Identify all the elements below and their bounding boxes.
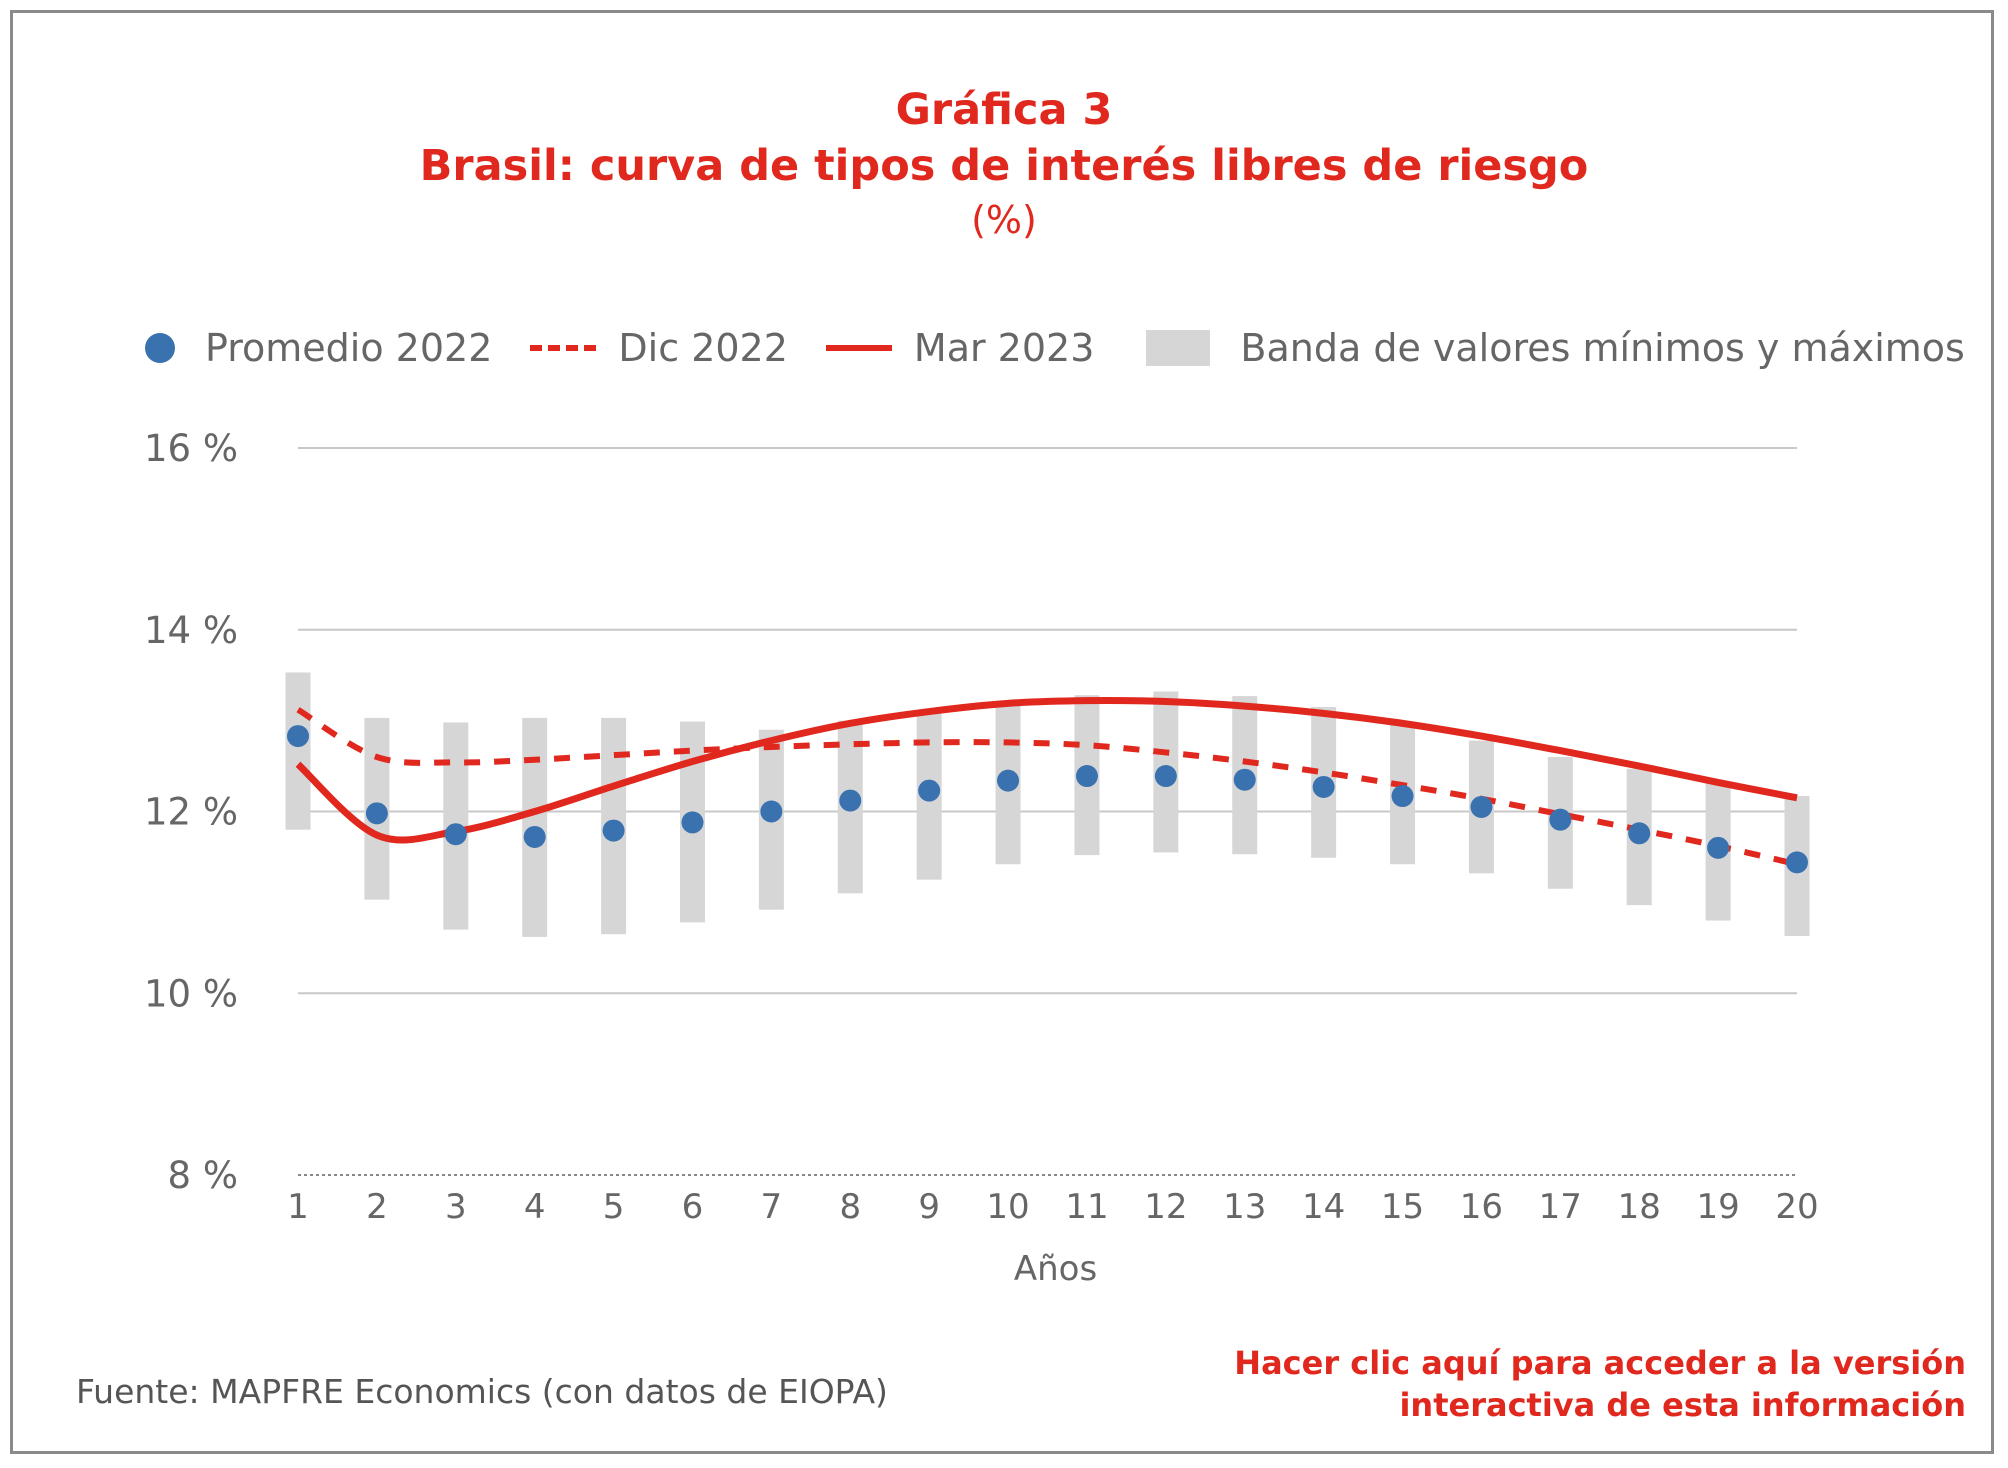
x-tick-label: 20 bbox=[1775, 1187, 1818, 1227]
x-tick-label: 14 bbox=[1302, 1187, 1345, 1227]
y-tick-label: 14 % bbox=[144, 609, 238, 652]
legend-item-mar: Mar 2023 bbox=[825, 326, 1095, 370]
x-tick-label: 10 bbox=[986, 1187, 1029, 1227]
legend-item-banda: Banda de valores mínimos y máximos bbox=[1132, 326, 1965, 370]
series-point-promedio-2022 bbox=[1075, 765, 1098, 788]
x-tick-label: 2 bbox=[366, 1187, 388, 1227]
x-tick-label: 1 bbox=[287, 1187, 309, 1227]
series-point-promedio-2022 bbox=[365, 802, 388, 825]
x-tick-label: 7 bbox=[761, 1187, 783, 1227]
x-tick-label: 17 bbox=[1539, 1187, 1582, 1227]
chart-title-block: Gráfica 3 Brasil: curva de tipos de inte… bbox=[0, 82, 2008, 246]
x-tick-label: 3 bbox=[445, 1187, 467, 1227]
series-point-promedio-2022 bbox=[1786, 851, 1808, 874]
source-note: Fuente: MAPFRE Economics (con datos de E… bbox=[76, 1372, 888, 1411]
chart-title: Brasil: curva de tipos de interés libres… bbox=[419, 141, 1589, 191]
x-tick-label: 11 bbox=[1065, 1187, 1108, 1227]
legend-label-banda: Banda de valores mínimos y máximos bbox=[1240, 326, 1965, 370]
link-line-2[interactable]: interactiva de esta información bbox=[1399, 1386, 1966, 1424]
chart-unit: (%) bbox=[971, 198, 1037, 242]
legend-label-dic: Dic 2022 bbox=[618, 326, 788, 370]
x-tick-label: 9 bbox=[918, 1187, 940, 1227]
legend: Promedio 2022 Dic 2022 Mar 2023 Banda de… bbox=[145, 318, 2003, 378]
y-tick-label: 16 % bbox=[144, 427, 238, 470]
x-tick-label: 8 bbox=[839, 1187, 861, 1227]
series-point-promedio-2022 bbox=[839, 789, 862, 812]
x-tick-label: 4 bbox=[524, 1187, 546, 1227]
series-point-promedio-2022 bbox=[287, 725, 309, 748]
series-point-promedio-2022 bbox=[1628, 822, 1651, 845]
series-point-promedio-2022 bbox=[1233, 768, 1256, 791]
legend-item-dic: Dic 2022 bbox=[530, 326, 788, 370]
legend-solid-line-marker bbox=[825, 345, 892, 351]
legend-item-promedio: Promedio 2022 bbox=[145, 326, 492, 370]
x-tick-label: 13 bbox=[1223, 1187, 1266, 1227]
series-line-mar-2023 bbox=[295, 697, 1798, 844]
legend-band-marker bbox=[1146, 330, 1211, 366]
series-line-dic-2022 bbox=[296, 707, 1798, 868]
y-tick-label: 10 % bbox=[144, 972, 238, 1015]
series-point-promedio-2022 bbox=[1549, 808, 1572, 831]
interactive-version-link[interactable]: Hacer clic aquí para acceder a la versió… bbox=[1234, 1342, 1966, 1426]
x-tick-label: 19 bbox=[1696, 1187, 1739, 1227]
legend-dashed-line-marker bbox=[530, 345, 597, 351]
series-point-promedio-2022 bbox=[1470, 795, 1493, 818]
series-point-promedio-2022 bbox=[1391, 785, 1414, 808]
x-tick-label: 12 bbox=[1144, 1187, 1187, 1227]
legend-dot-marker bbox=[145, 333, 175, 363]
x-tick-label: 18 bbox=[1618, 1187, 1661, 1227]
series-point-promedio-2022 bbox=[444, 823, 467, 846]
link-line-1[interactable]: Hacer clic aquí para acceder a la versió… bbox=[1234, 1344, 1966, 1382]
series-point-promedio-2022 bbox=[523, 825, 546, 848]
series-point-promedio-2022 bbox=[1312, 775, 1335, 798]
x-axis-label: Años bbox=[1014, 1249, 1097, 1289]
x-tick-label: 6 bbox=[682, 1187, 704, 1227]
y-tick-label: 12 % bbox=[144, 791, 238, 834]
x-tick-label: 15 bbox=[1381, 1187, 1424, 1227]
x-tick-label: 16 bbox=[1460, 1187, 1503, 1227]
chart-number: Gráfica 3 bbox=[895, 85, 1113, 135]
x-tick-label: 5 bbox=[603, 1187, 625, 1227]
y-tick-label: 8 % bbox=[168, 1154, 238, 1197]
series-point-promedio-2022 bbox=[997, 769, 1020, 792]
series-point-promedio-2022 bbox=[1154, 765, 1177, 788]
series-point-promedio-2022 bbox=[602, 819, 625, 842]
legend-label-promedio: Promedio 2022 bbox=[205, 326, 493, 370]
band-bar bbox=[285, 672, 311, 830]
series-point-promedio-2022 bbox=[760, 800, 783, 823]
series-point-promedio-2022 bbox=[681, 811, 704, 834]
series-point-promedio-2022 bbox=[918, 779, 941, 802]
series-point-promedio-2022 bbox=[1707, 836, 1730, 859]
legend-label-mar: Mar 2023 bbox=[913, 326, 1095, 370]
